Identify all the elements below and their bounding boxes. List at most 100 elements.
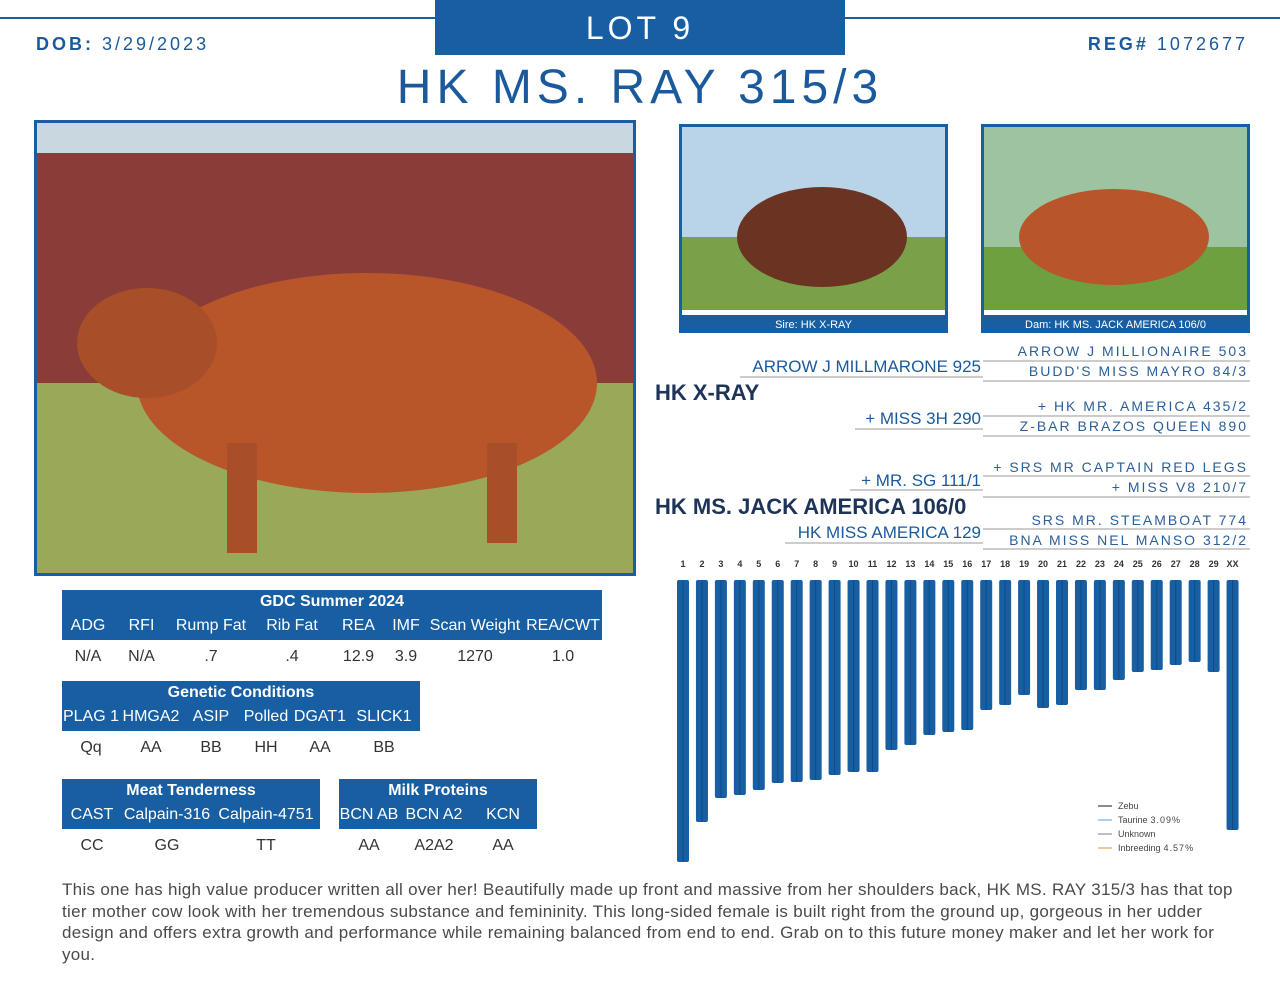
chromosome-label: 29: [1209, 559, 1219, 569]
table-title: GDC Summer 2024: [259, 593, 405, 610]
spec-table: Milk Proteins BCN AB BCN A2 KCN AA A2A2 AA: [339, 779, 537, 859]
chromosome-strand: [1042, 580, 1044, 708]
column-header: Polled: [243, 708, 289, 725]
chromosome-strand: [985, 580, 987, 710]
chromosome-label: 28: [1190, 559, 1200, 569]
chromosome-strand: [834, 580, 836, 775]
chromosome-label: 2: [699, 559, 704, 569]
chromosome-label: 26: [1152, 559, 1162, 569]
description: This one has high value producer written…: [62, 880, 1233, 964]
dam-dam: HK MISS AMERICA 129: [797, 523, 981, 542]
chromosome-label: 13: [905, 559, 915, 569]
value-row: N/A N/A .7 .4 12.9 3.9 1270 1.0: [62, 640, 602, 670]
chromosome-strand: [947, 580, 949, 732]
table-value: BB: [373, 739, 395, 756]
chromosome-label: 9: [832, 559, 837, 569]
chromosome-label: 16: [962, 559, 972, 569]
chromosome-strand: [966, 580, 968, 730]
table-value: GG: [154, 837, 180, 854]
column-header: SLICK1: [356, 708, 412, 725]
header-row: CAST Calpain-316 Calpain-4751: [62, 803, 320, 829]
sire-sire: ARROW J MILLMARONE 925: [752, 357, 981, 376]
table-value: TT: [256, 837, 276, 854]
column-header: Rump Fat: [175, 617, 247, 634]
chromosome-label: 20: [1038, 559, 1048, 569]
legend-label: Inbreeding 4.57%: [1118, 843, 1194, 853]
dam-photo: Dam: HK MS. JACK AMERICA 106/0: [981, 124, 1250, 333]
grandparent: Z-BAR BRAZOS QUEEN 890: [1019, 418, 1248, 434]
chromosome-strand: [1137, 580, 1139, 672]
legend-name: Zebu: [1118, 801, 1139, 811]
chromosome-strand: [796, 580, 798, 782]
legend-value: 4.57%: [1164, 843, 1195, 853]
column-header: BCN AB: [339, 806, 399, 823]
chromosome-label: 12: [886, 559, 896, 569]
column-header: DGAT1: [293, 708, 347, 725]
chromosome-strand: [739, 580, 741, 795]
chromosome-label: 25: [1133, 559, 1143, 569]
table-value: AA: [140, 739, 162, 756]
grandparent: BNA MISS NEL MANSO 312/2: [1009, 532, 1248, 548]
chromosome-strand: [1061, 580, 1063, 705]
chromosome-strand: [777, 580, 779, 783]
table-header: Meat Tenderness CAST Calpain-316 Calpain-47…: [62, 779, 320, 829]
chromosome-label: 11: [868, 559, 878, 569]
table-value: AA: [358, 837, 380, 854]
chromosome-label: 18: [1000, 559, 1010, 569]
table-value: Qq: [80, 739, 102, 756]
sire-caption: Sire: HK X-RAY: [682, 315, 945, 330]
main-photo: [34, 120, 636, 576]
chromosome-strand: [758, 580, 760, 790]
legend-label: Zebu: [1118, 801, 1139, 811]
value-row: CC GG TT: [62, 829, 320, 859]
chromosome-label: 6: [775, 559, 780, 569]
column-header: Scan Weight: [429, 617, 521, 634]
column-header: Rib Fat: [266, 617, 318, 634]
chromosome-strand: [720, 580, 722, 798]
table-value: AA: [492, 837, 514, 854]
column-header: RFI: [128, 617, 155, 634]
chromosome-strand: [1194, 580, 1196, 662]
chromosome-label: 10: [849, 559, 859, 569]
legend-value: 3.09%: [1151, 815, 1182, 825]
table-header: GDC Summer 2024 ADG RFI Rump Fat Rib Fat REA I…: [62, 590, 602, 640]
dob: DOB: 3/29/2023: [36, 34, 209, 55]
animal-name: HK MS. RAY 315/3: [396, 61, 884, 114]
chromosome-strand: [1023, 580, 1025, 695]
chromosome-strand: [1232, 580, 1234, 830]
chromosome-label: 24: [1114, 559, 1124, 569]
ancestry-chart: 1 2 3 4 5 6 7 8 9 10 11 12 13 14 15 16 17 18 19 20 21 22 23 24 2…: [677, 559, 1239, 862]
photo-art: [37, 123, 633, 573]
chromosome-strand: [890, 580, 892, 750]
chromosome-strand: [928, 580, 930, 735]
grandparent: ARROW J MILLIONAIRE 503: [1017, 343, 1248, 359]
value-row: Qq AA BB HH AA BB: [62, 731, 420, 761]
photo-art: [682, 127, 945, 310]
table-title: Milk Proteins: [388, 782, 488, 799]
column-header: Calpain-316: [123, 806, 211, 823]
chromosome-strand: [909, 580, 911, 745]
chromosome-strand: [1156, 580, 1158, 670]
chromosome-strand: [1175, 580, 1177, 665]
legend-label: Taurine 3.09%: [1118, 815, 1181, 825]
header-row: ADG RFI Rump Fat Rib Fat REA IMF Scan Weight RE…: [62, 614, 602, 640]
header-row: BCN AB BCN A2 KCN: [339, 803, 537, 829]
sire: HK X-RAY: [655, 380, 760, 405]
chromosome-label: 19: [1019, 559, 1029, 569]
header-rule: [0, 0, 1280, 55]
chromosome-strand: [872, 580, 873, 772]
table-title: Genetic Conditions: [167, 684, 315, 701]
value-row: AA A2A2 AA: [339, 829, 537, 859]
lot-number: LOT 9: [585, 10, 695, 46]
chromosome-label: 8: [813, 559, 818, 569]
table-value: HH: [254, 739, 278, 756]
spec-table: Genetic Conditions PLAG 1 HMGA2 ASIP Polled D…: [62, 681, 420, 761]
chromosome-strand: [701, 580, 703, 822]
column-header: REA: [342, 617, 375, 634]
spec-table: GDC Summer 2024 ADG RFI Rump Fat Rib Fat REA I…: [62, 590, 602, 670]
legend-name: Taurine: [1118, 815, 1148, 825]
table-value: 3.9: [394, 648, 418, 665]
chromosome-label: 1: [680, 559, 685, 569]
chromosome-strand: [1004, 580, 1006, 705]
